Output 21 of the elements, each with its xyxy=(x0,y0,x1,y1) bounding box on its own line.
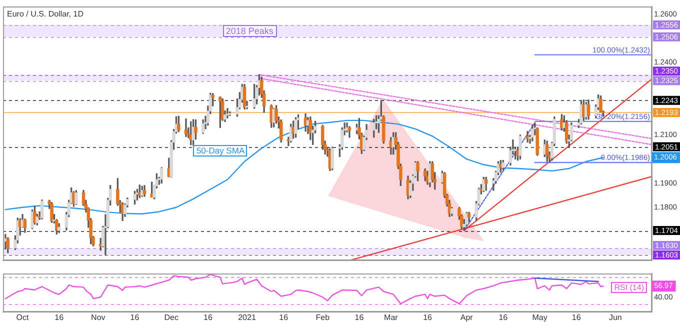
x-tick-label: Apr xyxy=(460,313,474,322)
legend-label: RSI (14) xyxy=(614,282,644,292)
x-tick-label: Mar xyxy=(384,313,398,322)
x-tick-label: 16 xyxy=(279,313,289,322)
x-tick-label: 16 xyxy=(203,313,213,322)
x-tick-label: Feb xyxy=(316,313,330,322)
x-tick-label: Nov xyxy=(91,313,106,322)
x-tick-label: 16 xyxy=(423,313,433,322)
x-tick-label: 16 xyxy=(130,313,140,322)
x-tick-label: 16 xyxy=(498,313,508,322)
x-tick-label: 2021 xyxy=(238,313,256,322)
x-tick-label: Oct xyxy=(16,313,30,322)
x-tick-label: 16 xyxy=(354,313,364,322)
band-label: 2018 Peaks xyxy=(226,26,274,36)
chart-title: Euro / U.S. Dollar, 1D xyxy=(7,10,84,18)
x-tick-label: Dec xyxy=(164,313,178,322)
x-tick-label: Jun xyxy=(608,313,622,322)
series-label: 50-Day SMA xyxy=(196,145,245,156)
x-tick-label: 16 xyxy=(54,313,64,322)
x-tick-label: May xyxy=(532,313,548,322)
x-tick-label: 16 xyxy=(572,313,582,322)
